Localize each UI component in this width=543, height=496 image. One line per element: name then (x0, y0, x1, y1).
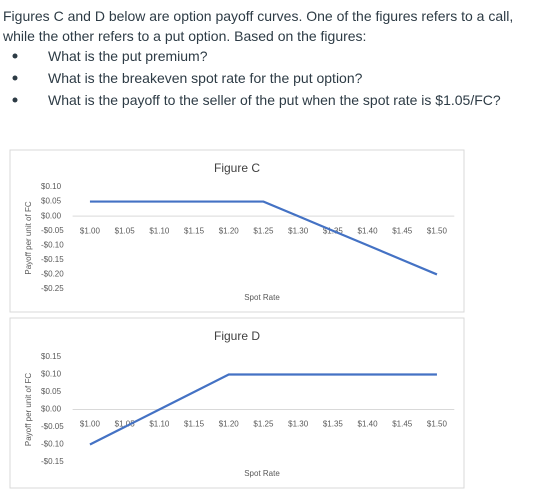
y-tick-label: -$0.10 (41, 440, 64, 449)
y-axis-title: Payoff per unit of FC (24, 373, 33, 446)
bullet (12, 53, 18, 59)
x-tick-label: $1.00 (80, 420, 101, 429)
bullet (12, 75, 18, 81)
intro-line: while the other refers to a put option. … (2, 28, 366, 44)
x-tick-label: $1.15 (184, 420, 205, 429)
question: What is the payoff to the seller of the … (48, 92, 501, 108)
x-tick-label: $1.35 (323, 420, 344, 429)
y-tick-label: -$0.10 (41, 240, 64, 249)
x-axis-title: Spot Rate (244, 293, 280, 302)
y-tick-label: -$0.15 (41, 457, 64, 466)
x-tick-label: $1.50 (427, 420, 448, 429)
x-tick-label: $1.40 (358, 226, 379, 235)
y-tick-label: -$0.25 (41, 284, 64, 293)
x-tick-label: $1.20 (219, 420, 240, 429)
y-tick-label: $0.00 (41, 405, 62, 414)
question: What is the put premium? (48, 48, 208, 64)
x-tick-label: $1.05 (115, 420, 136, 429)
bullet (12, 97, 18, 103)
x-tick-label: $1.00 (80, 226, 101, 235)
payoff-line (89, 200, 438, 276)
y-tick-label: -$0.15 (41, 255, 64, 264)
y-tick-label: $0.05 (41, 197, 62, 206)
y-tick-label: -$0.05 (41, 422, 64, 431)
x-tick-label: $1.40 (358, 420, 379, 429)
x-tick-label: $1.10 (149, 226, 170, 235)
y-tick-label: $0.15 (41, 352, 62, 361)
x-tick-label: $1.50 (427, 226, 448, 235)
y-tick-label: $0.10 (41, 370, 62, 379)
y-tick-label: $0.05 (41, 387, 62, 396)
payoff-line (89, 373, 437, 446)
intro-line: Figures C and D below are option payoff … (3, 8, 513, 24)
y-tick-label: -$0.05 (41, 226, 64, 235)
y-tick-label: $0.10 (41, 182, 62, 191)
x-axis-title: Spot Rate (244, 469, 280, 478)
y-tick-label: -$0.20 (41, 270, 64, 279)
chart-frame (9, 317, 465, 489)
x-tick-label: $1.45 (392, 226, 413, 235)
x-tick-label: $1.30 (288, 226, 309, 235)
x-tick-label: $1.15 (184, 226, 205, 235)
y-axis-title: Payoff per unit of FC (24, 201, 33, 274)
chart-title: Figure D (214, 329, 260, 343)
chart-title: Figure C (214, 161, 260, 175)
x-tick-label: $1.05 (115, 226, 136, 235)
x-tick-label: $1.25 (253, 226, 274, 235)
x-tick-label: $1.20 (219, 226, 240, 235)
y-tick-label: $0.00 (41, 211, 62, 220)
x-tick-label: $1.45 (392, 420, 413, 429)
chart-frame (9, 149, 465, 313)
x-tick-label: $1.25 (253, 420, 274, 429)
x-tick-label: $1.30 (288, 420, 309, 429)
question: What is the breakeven spot rate for the … (48, 70, 363, 86)
x-tick-label: $1.10 (149, 420, 170, 429)
